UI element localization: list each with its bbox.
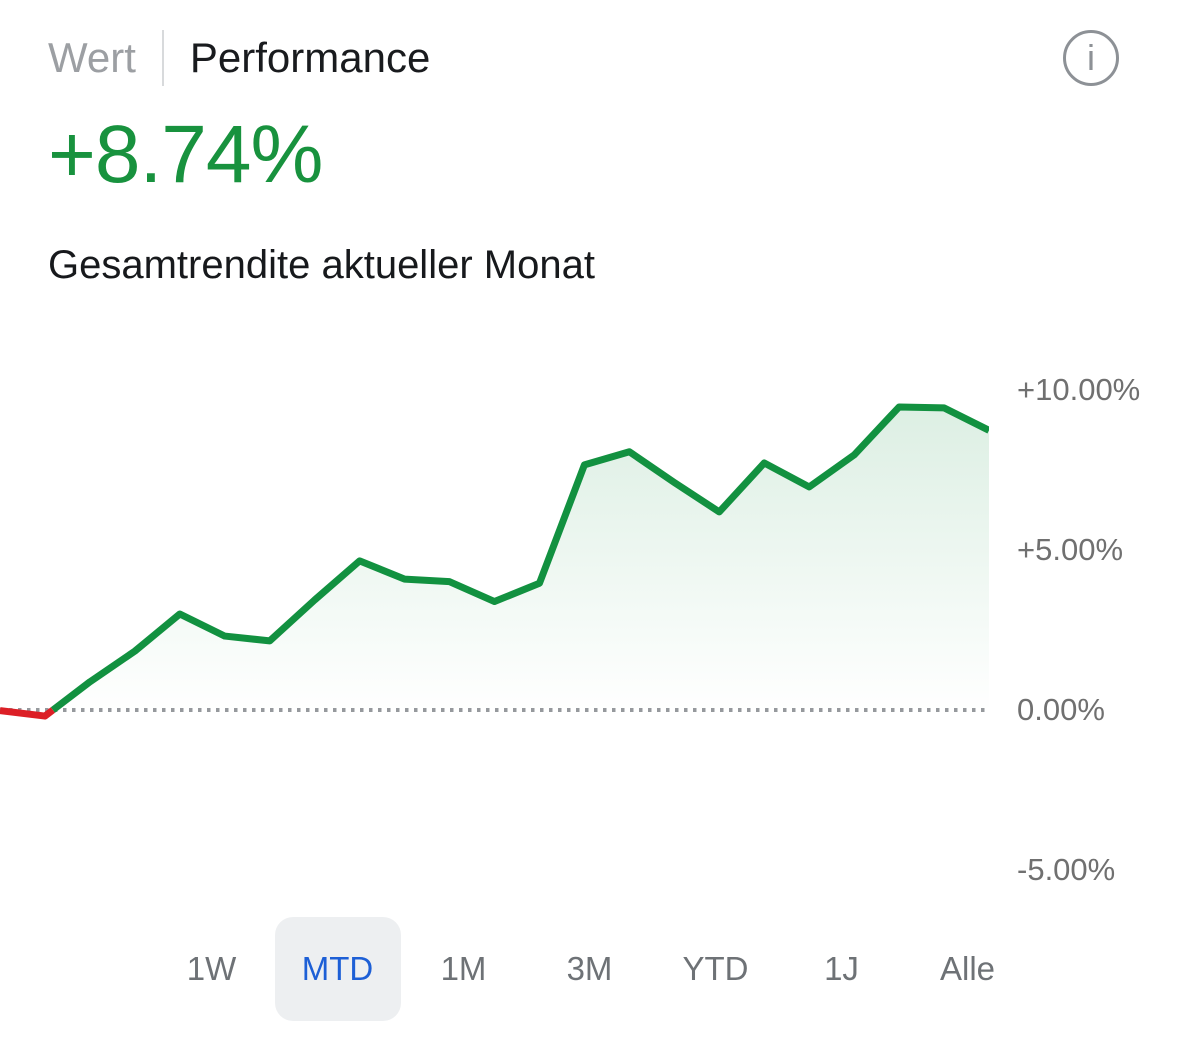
range-tab-mtd[interactable]: MTD [274, 917, 401, 1021]
performance-value: +8.74% [48, 109, 323, 200]
divider [161, 30, 164, 86]
y-axis-label-neg5: -5.00% [1017, 852, 1116, 887]
view-toggle: Wert Performance [48, 28, 430, 88]
range-tab-1j[interactable]: 1J [779, 917, 905, 1021]
info-icon: i [1087, 37, 1095, 78]
y-axis-label-0: 0.00% [1017, 692, 1105, 727]
range-tab-ytd[interactable]: YTD [653, 917, 779, 1021]
range-tab-1w[interactable]: 1W [149, 917, 275, 1021]
range-tab-1m[interactable]: 1M [401, 917, 527, 1021]
tab-wert[interactable]: Wert [48, 34, 136, 81]
y-axis-label-5: +5.00% [1017, 532, 1124, 567]
info-button[interactable]: i [1063, 30, 1119, 86]
range-tab-bar: 1W MTD 1M 3M YTD 1J Alle [0, 917, 1179, 1021]
range-tab-alle[interactable]: Alle [905, 917, 1031, 1021]
tab-performance[interactable]: Performance [189, 34, 431, 81]
performance-chart[interactable] [0, 360, 989, 880]
performance-caption: Gesamtrendite aktueller Monat [48, 243, 595, 287]
range-tab-3m[interactable]: 3M [527, 917, 653, 1021]
y-axis-label-10: +10.00% [1017, 372, 1141, 407]
